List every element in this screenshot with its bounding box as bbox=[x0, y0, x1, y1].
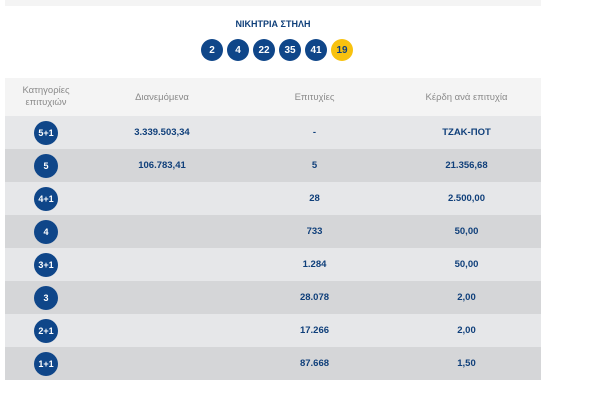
category-cell: 4+1 bbox=[5, 186, 87, 211]
prize-cell: 50,00 bbox=[454, 226, 479, 237]
winners-cell: - bbox=[312, 127, 317, 138]
table-header: Κατηγορίες επιτυχιών Διανεμόμενα Επιτυχί… bbox=[5, 78, 541, 116]
category-badge: 2+1 bbox=[34, 318, 58, 343]
category-cell: 1+1 bbox=[5, 351, 87, 376]
header-winners: Επιτυχίες bbox=[294, 91, 335, 103]
prize-cell: 21.356,68 bbox=[445, 160, 488, 171]
top-bar bbox=[5, 0, 541, 6]
winners-cell: 28.078 bbox=[299, 292, 330, 303]
header-categories: Κατηγορίες επιτυχιών bbox=[22, 85, 70, 108]
category-cell: 5+1 bbox=[5, 120, 87, 145]
table-row: 5 106.783,41 5 21.356,68 bbox=[5, 149, 541, 182]
category-cell: 3 bbox=[5, 285, 87, 310]
number-ball: 41 bbox=[305, 39, 327, 61]
distributed-cell: 106.783,41 bbox=[138, 160, 186, 171]
category-badge: 4 bbox=[34, 219, 58, 244]
winners-cell: 28 bbox=[309, 193, 320, 204]
winning-column-title: ΝΙΚΗΤΡΙΑ ΣΤΗΛΗ bbox=[235, 19, 311, 29]
table-row: 4 733 50,00 bbox=[5, 215, 541, 248]
table-row: 3+1 1.284 50,00 bbox=[5, 248, 541, 281]
number-ball: 22 bbox=[253, 39, 275, 61]
winners-cell: 87.668 bbox=[299, 358, 330, 369]
prize-cell: 1,50 bbox=[457, 358, 476, 369]
category-cell: 3+1 bbox=[5, 252, 87, 277]
winners-cell: 5 bbox=[311, 160, 318, 171]
prize-cell: ΤΖΑΚ-ΠΟΤ bbox=[442, 127, 491, 138]
winners-cell: 1.284 bbox=[302, 259, 327, 270]
category-badge: 5 bbox=[34, 153, 58, 178]
winners-cell: 733 bbox=[306, 226, 323, 237]
header-distributed: Διανεμόμενα bbox=[135, 91, 189, 103]
table-row: 5+1 3.339.503,34 - ΤΖΑΚ-ΠΟΤ bbox=[5, 116, 541, 149]
number-ball: 4 bbox=[227, 39, 249, 61]
table-row: 3 28.078 2,00 bbox=[5, 281, 541, 314]
table-row: 1+1 87.668 1,50 bbox=[5, 347, 541, 380]
winners-cell: 17.266 bbox=[299, 325, 330, 336]
prize-cell: 2,00 bbox=[457, 325, 476, 336]
winning-numbers: 2 4 22 35 41 19 bbox=[5, 39, 541, 61]
category-cell: 5 bbox=[5, 153, 87, 178]
prize-cell: 50,00 bbox=[454, 259, 479, 270]
table-row: 4+1 28 2.500,00 bbox=[5, 182, 541, 215]
category-badge: 1+1 bbox=[34, 351, 58, 376]
bonus-ball: 19 bbox=[331, 39, 353, 61]
category-badge: 3 bbox=[34, 285, 58, 310]
category-cell: 2+1 bbox=[5, 318, 87, 343]
category-cell: 4 bbox=[5, 219, 87, 244]
prize-cell: 2.500,00 bbox=[448, 193, 485, 204]
number-ball: 2 bbox=[201, 39, 223, 61]
table-body: 5+1 3.339.503,34 - ΤΖΑΚ-ΠΟΤ 5 106.783,41 … bbox=[5, 116, 541, 380]
distributed-cell: 3.339.503,34 bbox=[134, 127, 190, 138]
category-badge: 3+1 bbox=[34, 252, 58, 277]
category-badge: 5+1 bbox=[34, 120, 58, 145]
prize-table: Κατηγορίες επιτυχιών Διανεμόμενα Επιτυχί… bbox=[5, 78, 541, 380]
category-badge: 4+1 bbox=[34, 186, 58, 211]
prize-cell: 2,00 bbox=[457, 292, 476, 303]
header-prize: Κέρδη ανά επιτυχία bbox=[425, 91, 508, 103]
table-row: 2+1 17.266 2,00 bbox=[5, 314, 541, 347]
number-ball: 35 bbox=[279, 39, 301, 61]
